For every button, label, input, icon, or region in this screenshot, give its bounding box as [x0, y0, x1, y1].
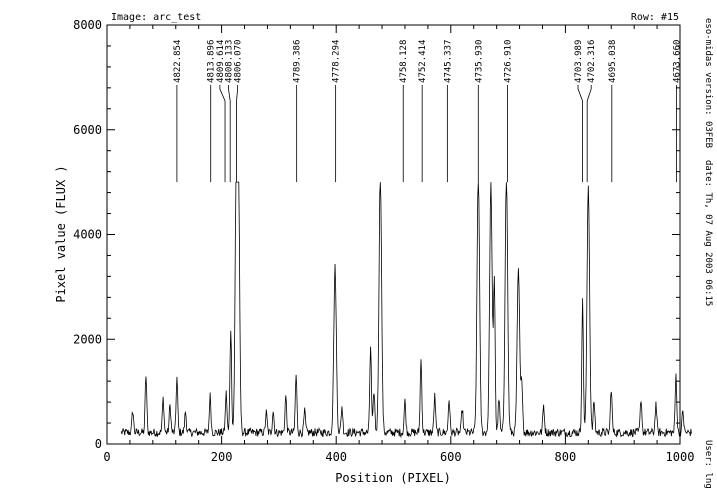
- line-id-marker: [219, 84, 226, 183]
- x-tick-label: 0: [103, 450, 110, 464]
- x-axis-title: Position (PIXEL): [335, 471, 451, 485]
- y-axis-title: Pixel value (FLUX ): [54, 165, 68, 302]
- line-id-label: 4745.337: [443, 40, 453, 83]
- line-id-label: 4778.294: [332, 40, 342, 83]
- x-tick-label: 400: [325, 450, 347, 464]
- line-id-marker: [586, 84, 592, 183]
- line-id-label: 4806.070: [234, 40, 244, 83]
- line-id-label: 4822.854: [173, 40, 183, 83]
- y-tick-label: 0: [95, 437, 102, 451]
- x-tick-label: 200: [211, 450, 233, 464]
- y-tick-label: 4000: [73, 228, 102, 242]
- y-tick-label: 6000: [73, 123, 102, 137]
- line-id-marker: [577, 84, 583, 183]
- line-id-marker: [228, 84, 231, 183]
- line-id-label: 4752.414: [418, 40, 428, 83]
- line-id-label: 4789.386: [293, 40, 303, 83]
- line-id-label: 4808.133: [224, 40, 234, 83]
- midas-version: eso-midas version: 03FEB: [703, 18, 713, 148]
- y-tick-label: 2000: [73, 332, 102, 346]
- plot-date: date: Th, 07 Aug 2003 06:15: [703, 160, 713, 306]
- spectrum-trace: [120, 181, 692, 438]
- x-tick-label: 600: [440, 450, 462, 464]
- x-axis-ticks: 0 200 400 600 800 1000: [103, 25, 694, 464]
- y-axis-ticks: 0 2000 4000 6000 8000: [73, 18, 680, 451]
- row-label: Row: #15: [631, 12, 679, 23]
- line-id-label: 4702.316: [587, 40, 597, 83]
- line-id-label: 4813.896: [207, 40, 217, 83]
- image-label: Image: arc_test: [111, 12, 201, 23]
- user-name: User: lng: [703, 440, 713, 489]
- line-id-label: 4726.910: [504, 40, 514, 83]
- line-id-label: 4673.660: [673, 40, 683, 83]
- y-tick-label: 8000: [73, 18, 102, 32]
- line-id-label: 4809.614: [216, 40, 226, 83]
- line-id-label: 4758.128: [399, 40, 409, 83]
- x-tick-label: 800: [555, 450, 577, 464]
- x-tick-label: 1000: [666, 450, 695, 464]
- plot-frame: [106, 24, 681, 445]
- line-id-label: 4735.930: [474, 40, 484, 83]
- line-id-marker: [236, 84, 239, 183]
- line-id-label: 4695.038: [608, 40, 618, 83]
- line-id-label: 4703.989: [574, 40, 584, 83]
